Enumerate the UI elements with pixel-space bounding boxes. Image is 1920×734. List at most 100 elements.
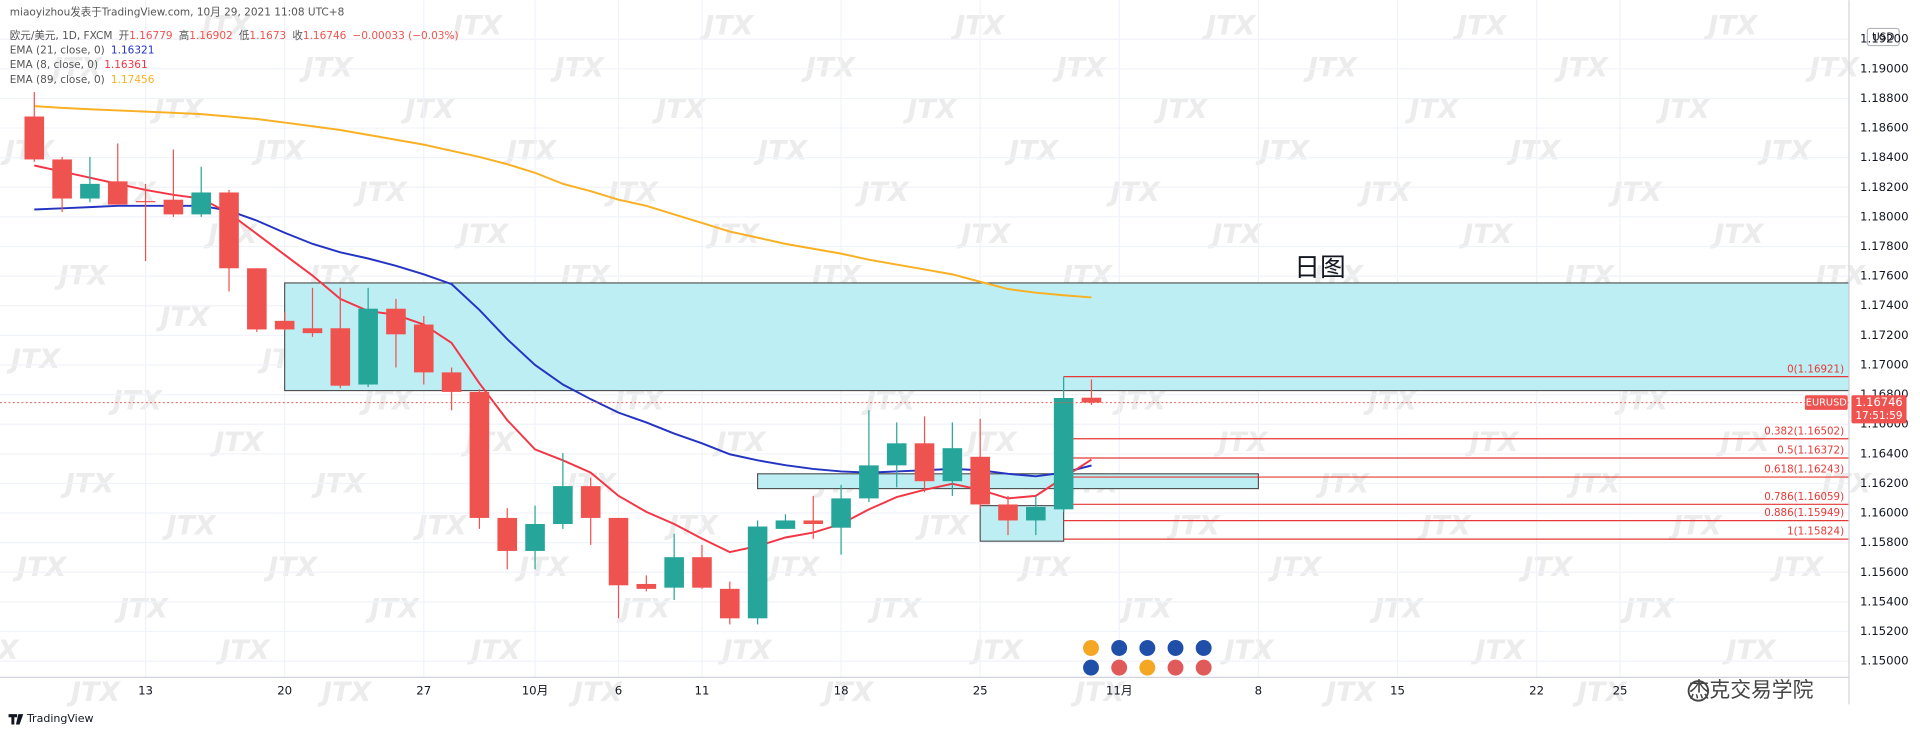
watermark: JTX: [867, 594, 922, 625]
y-tick-label: 1.15400: [1860, 594, 1909, 608]
watermark: JTX: [568, 677, 623, 708]
fib-label: 0.786(1.16059): [1764, 491, 1844, 503]
watermark: JTX: [1655, 94, 1710, 125]
footer: TradingView: [8, 712, 94, 725]
candle-body: [274, 320, 295, 330]
x-tick-label: 11: [694, 683, 709, 697]
watermark: JTX: [400, 94, 455, 125]
candle-body: [553, 486, 573, 525]
x-tick-label: 6: [615, 683, 622, 697]
watermark: JTX: [1554, 52, 1609, 83]
candle-body: [413, 324, 434, 373]
event-icon[interactable]: [1167, 659, 1184, 676]
watermark: JTX: [1404, 94, 1459, 125]
event-icon[interactable]: [1111, 659, 1128, 676]
event-icon[interactable]: [1195, 659, 1212, 676]
y-tick-label: 1.18600: [1860, 121, 1909, 135]
candle-body: [469, 391, 490, 518]
event-icon[interactable]: [1139, 640, 1156, 656]
candle-body: [692, 557, 712, 588]
watermark: JTX: [1267, 552, 1322, 583]
event-icon[interactable]: [1083, 659, 1099, 676]
watermark: JTX: [149, 94, 204, 125]
watermark: JTX: [855, 177, 910, 208]
currency-box[interactable]: [1866, 27, 1900, 47]
watermark: JTX: [962, 427, 1017, 458]
watermark: JTX: [819, 677, 874, 708]
y-tick-label: 1.16200: [1860, 476, 1909, 490]
watermark: JTX: [1255, 136, 1310, 167]
candle-body: [914, 443, 935, 482]
watermark: JTX: [1709, 219, 1764, 250]
candle-body: [52, 159, 72, 199]
event-icons: [1083, 640, 1212, 676]
legend-entry: EMA (89, close, 0) 1.17456: [10, 74, 155, 86]
ohlc-label: 收: [292, 29, 303, 42]
legend-entry: EMA (21, close, 0) 1.16321: [10, 44, 155, 56]
legend-name: EMA (8, close, 0): [10, 59, 98, 71]
watermark: JTX: [1303, 52, 1358, 83]
ohlc-value: 1.1673: [249, 30, 286, 42]
countdown: 17:51:59: [1855, 410, 1902, 422]
candle-body: [580, 486, 601, 518]
watermark: JTX: [1620, 594, 1675, 625]
credit-watermark: 杰克交易学院: [1689, 678, 1814, 702]
watermark: JTX: [604, 177, 659, 208]
credit-icon: [1687, 680, 1710, 702]
watermark: JTX: [0, 635, 20, 666]
y-tick-label: 1.19000: [1860, 61, 1909, 75]
fib-label: 0(1.16921): [1787, 363, 1844, 375]
x-tick-label: 25: [973, 683, 988, 697]
candle-body: [219, 192, 239, 269]
watermark: JTX: [1004, 136, 1059, 167]
watermark: JTX: [209, 427, 264, 458]
watermark: JTX: [1817, 469, 1872, 500]
watermark: JTX: [950, 11, 1005, 42]
candle-body: [302, 328, 323, 334]
y-tick-label: 1.17200: [1860, 328, 1909, 342]
watermark: JTX: [1118, 594, 1173, 625]
x-tick-label: 10月: [522, 683, 549, 697]
legend-value: 1.17456: [111, 74, 155, 86]
watermark: JTX: [311, 469, 366, 500]
watermark: JTX: [1052, 52, 1107, 83]
watermark: JTX: [1321, 677, 1376, 708]
candle-body: [135, 201, 156, 203]
legend-value: 1.16321: [111, 44, 154, 56]
candle-body: [775, 520, 796, 529]
candle-body: [859, 465, 879, 499]
watermark: JTX: [1608, 177, 1663, 208]
watermark: JTX: [651, 94, 706, 125]
candle-body: [525, 524, 545, 551]
watermark: JTX: [1506, 136, 1561, 167]
candle-body: [998, 504, 1018, 521]
event-icon[interactable]: [1139, 659, 1156, 676]
x-tick-label: 13: [138, 683, 153, 697]
watermark: JTX: [1757, 136, 1812, 167]
zone: [284, 282, 1850, 392]
y-tick-label: 1.17400: [1860, 298, 1909, 312]
event-icon[interactable]: [1083, 640, 1099, 656]
watermark: JTX: [1106, 177, 1161, 208]
watermark: JTX: [48, 52, 103, 83]
candle-body: [163, 199, 184, 215]
event-icon[interactable]: [1111, 640, 1128, 656]
x-tick-label: 8: [1255, 683, 1262, 697]
watermark: JTX: [353, 177, 408, 208]
fib-layer: 0(1.16921) 0.382(1.16502) 0.5(1.16372) 0.61…: [1063, 363, 1849, 540]
event-icon[interactable]: [1195, 640, 1212, 656]
ohlc-value: 1.16902: [189, 30, 232, 42]
watermark: JTX: [699, 11, 754, 42]
watermark: JTX: [12, 552, 67, 583]
x-tick-label: 18: [834, 683, 849, 697]
watermark: JTX: [251, 136, 306, 167]
footer-logo-text[interactable]: TradingView: [26, 712, 94, 725]
y-tick-label: 1.17600: [1860, 269, 1909, 283]
fib-label: 1(1.15824): [1787, 526, 1844, 538]
y-tick-label: 1.15200: [1860, 624, 1909, 638]
y-tick-label: 1.16000: [1860, 506, 1909, 520]
event-icon[interactable]: [1167, 640, 1184, 656]
watermark: JTX: [616, 594, 671, 625]
price-tag-bg: [1851, 395, 1907, 424]
candle-body: [1026, 506, 1046, 521]
